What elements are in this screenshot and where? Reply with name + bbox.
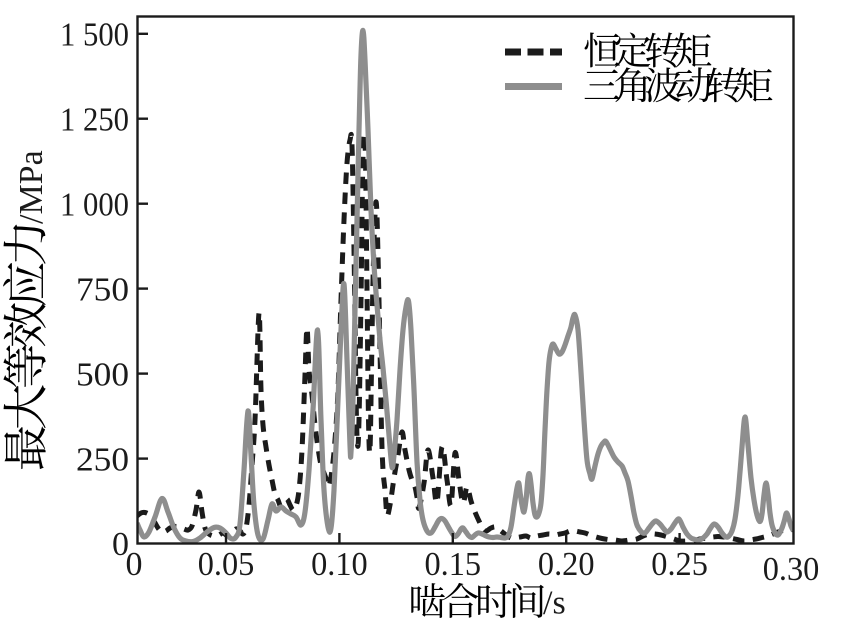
svg-text:/s: /s <box>543 585 566 622</box>
svg-text:0.15: 0.15 <box>425 546 482 583</box>
svg-text:500: 500 <box>76 356 129 393</box>
svg-text:0: 0 <box>126 546 143 583</box>
svg-text:0.10: 0.10 <box>311 546 368 583</box>
svg-text:750: 750 <box>76 271 129 308</box>
svg-text:0: 0 <box>112 526 129 563</box>
svg-text:250: 250 <box>76 441 129 478</box>
svg-text:/MPa: /MPa <box>13 150 50 224</box>
svg-text:0.25: 0.25 <box>651 546 708 583</box>
svg-text:0.30: 0.30 <box>763 551 820 588</box>
svg-text:0.05: 0.05 <box>198 546 255 583</box>
svg-text:1 500: 1 500 <box>60 17 129 54</box>
svg-text:0.20: 0.20 <box>538 546 595 583</box>
svg-text:1 000: 1 000 <box>60 186 129 223</box>
svg-text:1 250: 1 250 <box>60 101 129 138</box>
